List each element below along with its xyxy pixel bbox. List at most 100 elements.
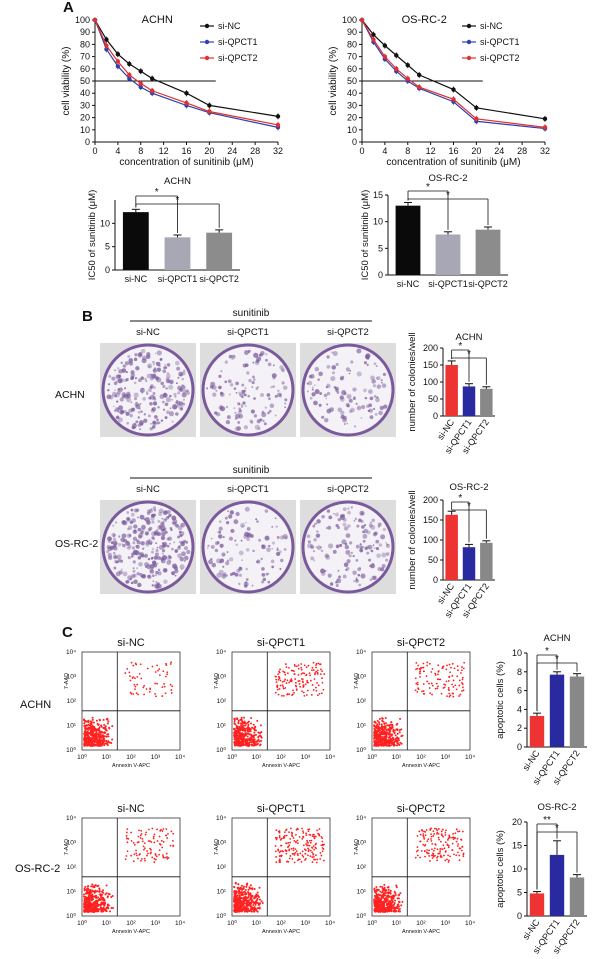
colony: [134, 397, 138, 401]
colony: [212, 392, 217, 397]
colony: [234, 411, 237, 414]
event-dot: [234, 723, 237, 726]
event-dot: [83, 910, 86, 913]
colony: [271, 547, 273, 550]
event-dot: [381, 885, 384, 888]
colony: [218, 569, 224, 575]
event-dot: [396, 740, 399, 743]
event-dot: [445, 668, 448, 671]
event-dot: [143, 848, 145, 851]
plate-column-label: si-QPCT1: [227, 484, 269, 495]
colony: [370, 524, 376, 530]
colony: [151, 373, 157, 379]
colony: [356, 405, 362, 411]
event-dot: [238, 744, 241, 747]
event-dot: [149, 687, 151, 690]
colony: [369, 396, 374, 401]
event-dot: [130, 831, 133, 834]
colony: [138, 534, 143, 539]
colony: [226, 551, 229, 553]
event-dot: [257, 735, 260, 738]
colony: [133, 422, 136, 426]
event-dot: [434, 674, 437, 676]
event-dot: [130, 839, 133, 842]
colony: [123, 409, 128, 414]
colony: [266, 547, 271, 553]
colony: [174, 395, 177, 398]
event-dot: [253, 907, 256, 910]
colony: [381, 383, 387, 388]
colony: [358, 583, 362, 587]
event-dot: [247, 727, 250, 730]
event-dot: [383, 725, 386, 728]
colony: [264, 406, 267, 409]
colony: [211, 386, 214, 388]
osrc2_apoptosis-title: OS-RC-2: [537, 802, 576, 813]
event-dot: [419, 840, 421, 843]
event-dot: [245, 885, 248, 888]
event-dot: [154, 682, 157, 685]
event-dot: [290, 827, 292, 830]
colony: [155, 570, 159, 575]
event-dot: [169, 683, 172, 686]
flow-ytick-label: 10¹: [357, 889, 367, 896]
colony: [161, 542, 165, 545]
colony: [130, 407, 136, 413]
event-dot: [100, 736, 103, 739]
colony: [366, 404, 370, 409]
event-dot: [275, 678, 278, 681]
event-dot: [154, 858, 157, 861]
event-dot: [161, 830, 164, 832]
event-dot: [83, 901, 86, 904]
event-dot: [319, 852, 322, 854]
colony: [261, 567, 265, 571]
event-dot: [426, 840, 429, 843]
achn_viability-xtick-label: 24: [227, 146, 237, 156]
event-dot: [237, 887, 240, 890]
colony: [121, 520, 127, 525]
achn_ic50-ytick-label: 5: [105, 242, 110, 252]
event-dot: [301, 827, 303, 830]
event-dot: [169, 663, 172, 665]
colony: [147, 414, 151, 418]
event-dot: [373, 725, 376, 728]
colony: [210, 381, 216, 387]
osrc2_viability-ytick-label: 60: [347, 64, 357, 74]
event-dot: [297, 667, 300, 670]
event-dot: [247, 888, 250, 891]
colony: [169, 407, 172, 410]
colony: [269, 403, 275, 409]
flow-xtick-label: 10³: [301, 754, 311, 761]
colony: [250, 420, 254, 424]
event-dot: [140, 830, 143, 832]
event-dot: [290, 847, 293, 850]
achn_apoptosis-ytick-label: 2: [517, 723, 522, 733]
colony: [166, 537, 170, 541]
flow-column-label: si-QPCT1: [257, 803, 305, 815]
event-dot: [460, 672, 462, 674]
event-dot: [93, 906, 96, 909]
event-dot: [111, 894, 114, 897]
event-dot: [452, 686, 455, 688]
colony: [116, 554, 122, 560]
event-dot: [373, 741, 376, 744]
colony: [345, 568, 348, 572]
event-dot: [292, 689, 294, 692]
colony: [152, 506, 157, 510]
event-dot: [389, 744, 392, 747]
event-dot: [167, 856, 170, 859]
colony: [225, 419, 231, 425]
event-dot: [376, 723, 379, 726]
colony: [276, 392, 282, 398]
colony: [157, 406, 160, 409]
event-dot: [433, 827, 436, 830]
event-dot: [462, 852, 465, 855]
event-dot: [311, 856, 314, 859]
event-dot: [460, 838, 462, 841]
osrc2_viability-xtick-label: 16: [448, 146, 458, 156]
event-dot: [160, 839, 163, 842]
event-dot: [314, 846, 317, 849]
event-dot: [252, 901, 255, 904]
event-dot: [126, 668, 129, 670]
colony: [329, 582, 334, 586]
